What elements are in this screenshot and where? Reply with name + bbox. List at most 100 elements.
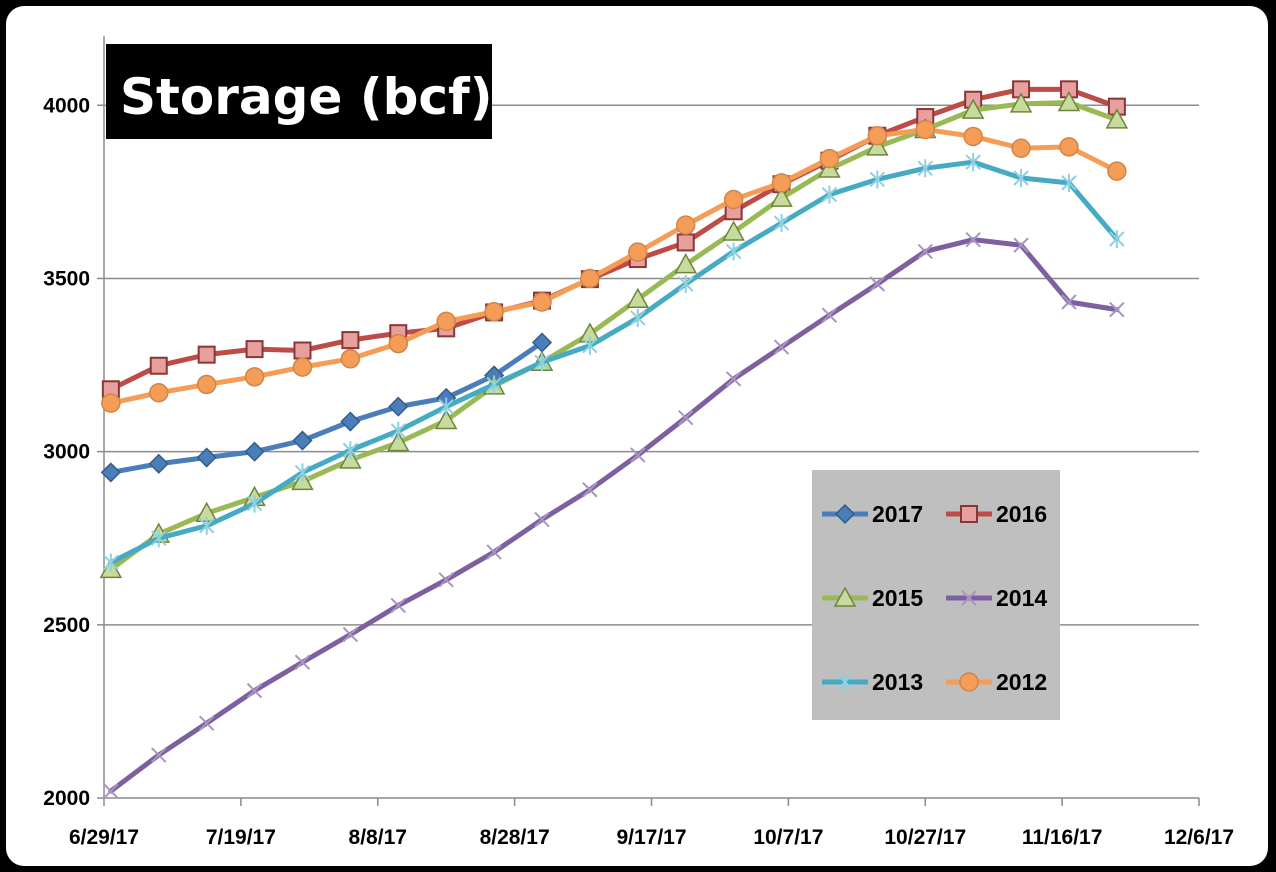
data-point-2012	[244, 367, 265, 387]
data-point-2015	[961, 98, 985, 119]
data-point-2015	[866, 135, 889, 156]
data-point-2016	[341, 331, 360, 350]
data-point-2012	[675, 215, 696, 235]
legend-item-2012: 2012	[946, 669, 1047, 695]
data-point-2015	[674, 253, 697, 274]
data-point-2014	[534, 511, 550, 528]
x-tick-label: 6/29/17	[69, 826, 139, 849]
y-tick-label: 3500	[43, 267, 90, 290]
data-point-2014	[198, 715, 215, 731]
data-point-2014	[582, 482, 598, 498]
data-point-2012	[1011, 138, 1031, 158]
axes: 2000 2500 3000 3500 4000 6/29/17 7/19/17 8/8/17…	[43, 36, 1234, 849]
data-point-2013	[294, 463, 311, 482]
data-point-2013	[917, 159, 933, 178]
legend-item-2014: 2014	[946, 585, 1047, 611]
data-point-2013	[725, 242, 742, 261]
data-point-2012	[484, 301, 504, 322]
series-line-2013	[108, 159, 1120, 565]
data-point-2012	[101, 393, 121, 413]
data-point-2017	[388, 396, 409, 417]
data-point-2013	[390, 421, 406, 440]
data-point-2017	[340, 411, 361, 432]
data-point-2017	[292, 430, 313, 451]
series-line-2014	[108, 237, 1120, 794]
chart-title-box: Storage (bcf)	[106, 44, 493, 139]
data-point-2017	[196, 447, 217, 468]
data-point-2014	[294, 654, 311, 670]
data-point-2016	[293, 341, 312, 360]
y-tick-label: 4000	[43, 94, 90, 117]
legend-label: 2017	[872, 501, 923, 527]
data-point-2014	[821, 307, 838, 323]
data-point-2013	[1013, 169, 1029, 188]
chart-frame: 2000 2500 3000 3500 4000 6/29/17 7/19/17 8/8/17…	[6, 6, 1268, 866]
data-point-2014	[1109, 301, 1125, 318]
data-point-2014	[342, 626, 359, 643]
data-point-2012	[1059, 137, 1079, 157]
data-point-2013	[1061, 173, 1077, 192]
x-tick-label: 7/19/17	[206, 826, 276, 849]
storage-line-chart: 2000 2500 3000 3500 4000 6/29/17 7/19/17 8/8/17…	[43, 36, 1234, 849]
legend-marker	[837, 673, 853, 691]
series-line-2012	[108, 127, 1120, 406]
data-point-2015	[434, 408, 458, 430]
x-tick-label: 10/27/17	[884, 826, 966, 849]
data-point-2014	[917, 243, 933, 260]
chart-title: Storage (bcf)	[120, 68, 493, 126]
data-point-2012	[628, 242, 648, 262]
data-point-2017	[244, 441, 265, 462]
data-point-2014	[390, 597, 406, 614]
data-point-2013	[630, 308, 646, 327]
x-tick-label: 9/17/17	[616, 826, 686, 849]
y-tick-label: 2000	[43, 787, 90, 810]
data-point-2015	[770, 186, 793, 207]
legend-item-2017: 2017	[822, 501, 923, 527]
data-point-2012	[819, 148, 840, 169]
x-tick-label: 11/16/17	[1022, 826, 1103, 849]
data-point-2014	[773, 339, 790, 355]
data-point-2014	[678, 409, 694, 426]
data-point-2014	[965, 231, 981, 248]
data-point-2012	[723, 189, 744, 210]
data-point-2016	[149, 356, 168, 375]
data-point-2012	[388, 333, 409, 354]
data-point-2017	[100, 462, 121, 483]
data-point-2017	[148, 453, 169, 474]
data-point-2016	[245, 340, 264, 359]
series-group	[99, 80, 1129, 799]
legend-marker	[833, 586, 857, 607]
data-point-2014	[725, 371, 742, 387]
data-point-2014	[869, 276, 886, 292]
legend-item-2016: 2016	[946, 501, 1047, 527]
x-tick-label: 12/6/17	[1164, 826, 1234, 849]
x-tick-label: 8/8/17	[349, 826, 407, 849]
data-point-2013	[103, 553, 119, 572]
data-point-2012	[532, 292, 552, 312]
legend-label: 2016	[996, 501, 1047, 527]
data-point-2012	[340, 349, 361, 369]
legend-item-2013: 2013	[822, 669, 923, 695]
data-point-2012	[292, 357, 313, 377]
legend-marker	[834, 503, 856, 525]
series-2013	[103, 153, 1125, 572]
data-point-2014	[486, 544, 502, 560]
legend-label: 2013	[872, 669, 923, 695]
legend-marker	[961, 590, 977, 606]
data-point-2015	[722, 220, 745, 241]
data-point-2013	[342, 441, 359, 460]
data-point-2014	[246, 682, 263, 699]
data-point-2013	[1109, 229, 1125, 248]
data-point-2014	[438, 572, 454, 588]
series-2012	[101, 119, 1127, 413]
series-line-2017	[108, 340, 545, 475]
data-point-2012	[1107, 161, 1127, 181]
data-point-2013	[821, 185, 838, 204]
data-point-2012	[915, 119, 935, 140]
data-point-2014	[151, 747, 167, 763]
data-point-2015	[1105, 108, 1129, 129]
data-point-2012	[867, 126, 888, 146]
data-point-2012	[436, 311, 456, 332]
data-point-2014	[103, 783, 119, 799]
data-point-2013	[438, 397, 454, 416]
